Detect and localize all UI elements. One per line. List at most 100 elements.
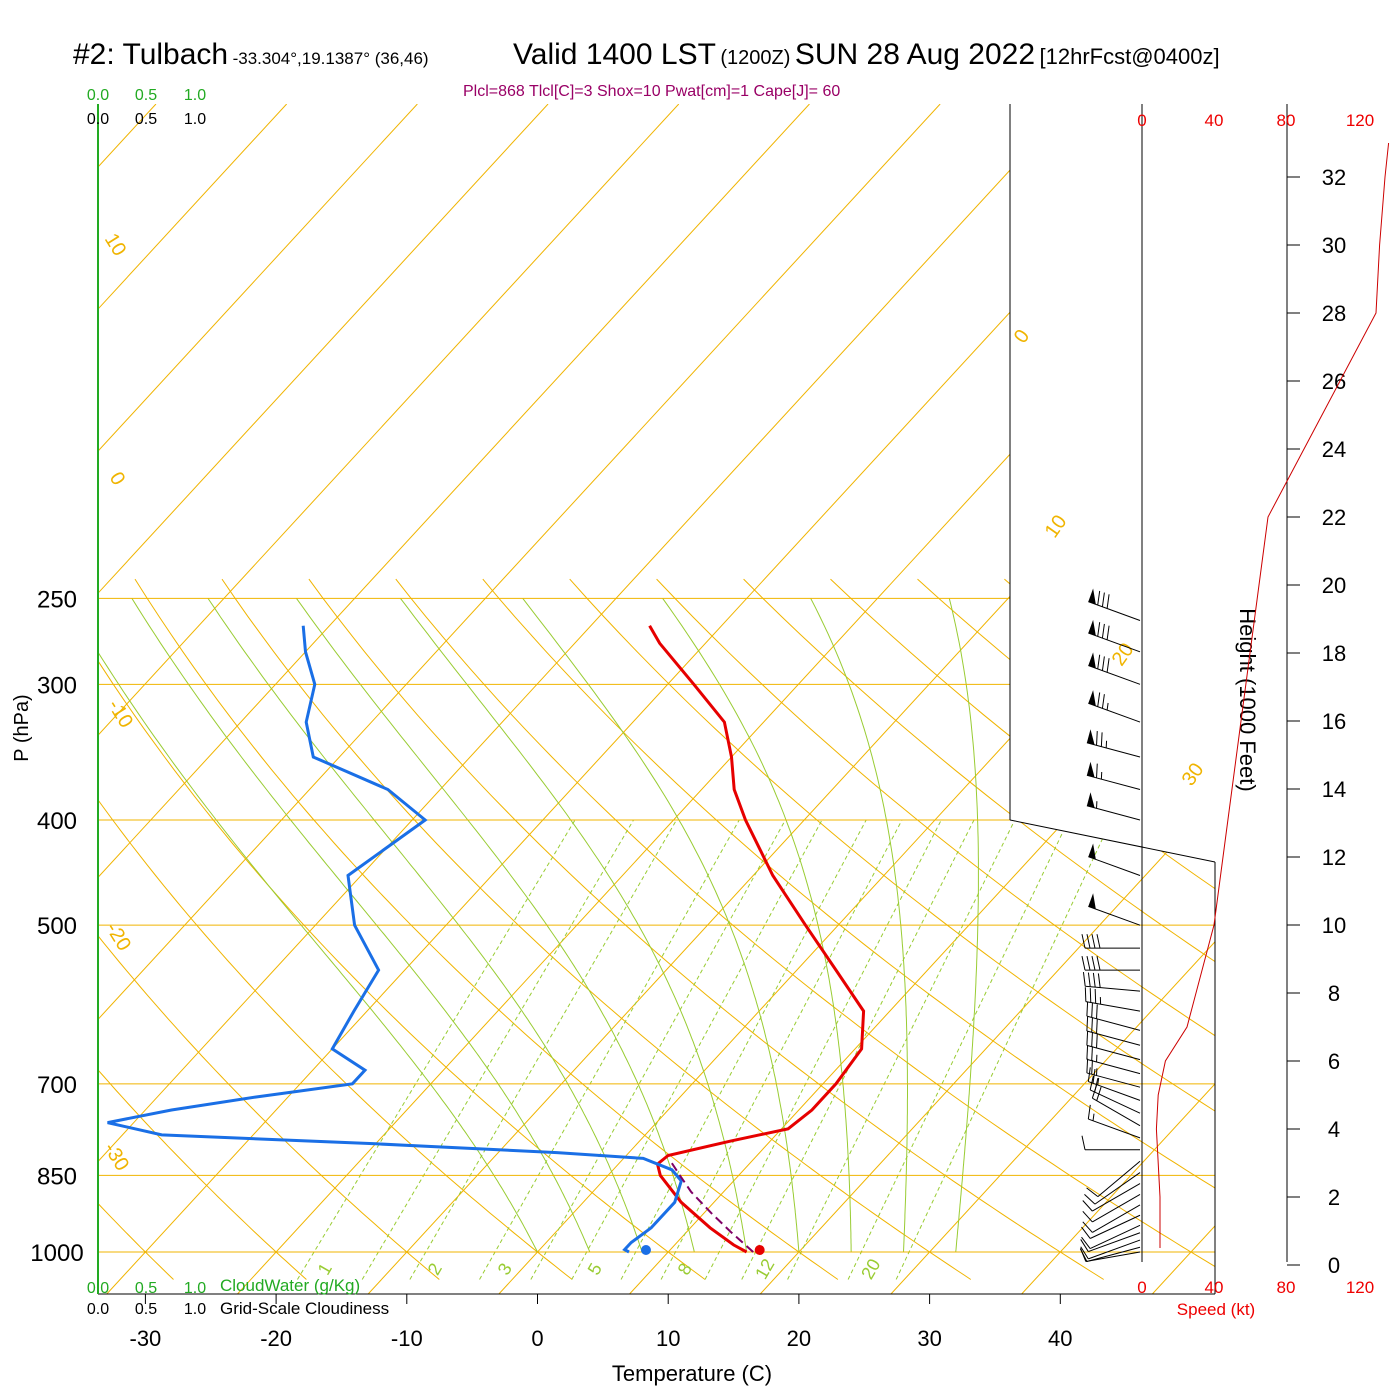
wind-barb-flag: [1086, 792, 1095, 808]
height-tick-label: 8: [1328, 981, 1340, 1006]
wind-barb-feather: [1079, 1248, 1088, 1262]
wind-barb-feather: [1091, 1003, 1093, 1018]
mixing-ratio-line: [297, 819, 576, 1280]
wind-barb-flag: [1088, 893, 1096, 910]
wind-barb-feather: [1091, 1059, 1093, 1075]
mixing-ratio-label: 8: [674, 1260, 696, 1279]
dry-adiabat: [98, 578, 307, 1280]
mixing-ratio-line: [409, 819, 677, 1280]
wind-barb-shaft: [1088, 1118, 1141, 1139]
wind-barb-feather: [1101, 656, 1105, 671]
temperature-tick-label: 20: [787, 1326, 811, 1351]
cloudwater-tick-top: 0.0: [87, 87, 109, 104]
utc-time: (1200Z): [720, 47, 791, 69]
wind-barb-feather: [1089, 988, 1092, 1003]
wind-barb-feather: [1092, 1069, 1096, 1084]
station-coords: -33.304°,19.1387° (36,46): [232, 49, 429, 68]
height-axis-title: Height (1000 Feet): [1235, 608, 1260, 791]
cloudiness-tick-top: 0.0: [87, 111, 109, 128]
wind-barb-flag: [1088, 619, 1096, 636]
wind-barb-shaft: [1085, 985, 1141, 992]
wind-barb-feather: [1081, 1135, 1086, 1150]
mixing-ratio-line: [895, 819, 1112, 1280]
temperature-tick-label: -10: [391, 1326, 423, 1351]
mixing-ratio-line: [571, 819, 823, 1280]
mixing-ratio-line: [704, 819, 942, 1280]
wind-barb-feather: [1091, 934, 1096, 949]
wind-barb-feather: [1096, 1004, 1098, 1019]
mixing-ratio-label: 2: [424, 1260, 446, 1279]
wind-barb-shaft: [1088, 905, 1141, 926]
wind-speed-line: [1155, 142, 1390, 1248]
temperature-tick-label: -30: [130, 1326, 162, 1351]
wind-barb-shaft: [1097, 1160, 1141, 1198]
wind-barb: [1081, 1224, 1141, 1250]
wind-barb-feather: [1092, 972, 1096, 988]
wind-barb-flag: [1086, 761, 1095, 778]
wind-barb-half: [1097, 1077, 1100, 1086]
wind-barb-feather: [1080, 1239, 1089, 1252]
moist-adiabat: [131, 598, 591, 1253]
isotherm-label: 30: [1178, 759, 1209, 790]
wind-barb: [1091, 1084, 1141, 1127]
height-tick-label: 18: [1322, 641, 1346, 666]
speed-tick-label-bottom: 40: [1205, 1278, 1224, 1297]
wind-barb: [1081, 1135, 1140, 1151]
isotherm-line: [98, 104, 680, 1294]
temperature-tick-label: 10: [656, 1326, 680, 1351]
temperature-tick-label: 40: [1048, 1326, 1072, 1351]
height-tick-label: 26: [1322, 369, 1346, 394]
dry-adiabat: [1177, 578, 1215, 1280]
cloudiness-tick-bottom: 1.0: [184, 1301, 206, 1318]
wind-barb: [1086, 1045, 1141, 1075]
wind-barb: [1088, 843, 1141, 876]
isotherm-line: [98, 104, 549, 1294]
wind-barb-shaft: [1092, 1204, 1141, 1233]
mixing-ratio-label: 20: [857, 1255, 884, 1282]
pressure-tick-label: 1000: [30, 1240, 83, 1267]
speed-tick-label-top: 80: [1277, 111, 1296, 130]
wind-barb-shaft: [1086, 1030, 1141, 1046]
height-tick-label: 0: [1328, 1253, 1340, 1278]
wind-barb-feather: [1086, 1031, 1089, 1046]
wind-barb: [1082, 972, 1141, 992]
height-tick-label: 2: [1328, 1185, 1340, 1210]
wind-barb-feather: [1082, 972, 1086, 987]
wind-barb-shaft: [1086, 1044, 1141, 1061]
wind-barb: [1086, 761, 1141, 791]
isotherm-label: 20: [1108, 639, 1139, 670]
wind-barb-feather: [1096, 956, 1101, 971]
wind-barb-shaft: [1088, 702, 1141, 723]
height-tick-label: 14: [1322, 777, 1346, 802]
dry-adiabat: [569, 578, 1215, 1280]
y-axis-label: P (hPa): [11, 694, 33, 761]
wind-barb-feather: [1091, 1046, 1093, 1061]
wind-barb-half: [1106, 702, 1109, 711]
wind-barb-feather: [1096, 731, 1098, 746]
cloudwater-tick-top: 0.5: [135, 87, 157, 104]
wind-barb-feather: [1101, 592, 1105, 607]
wind-barb-feather: [1086, 1187, 1099, 1198]
wind-barb-feather: [1094, 1078, 1099, 1093]
wind-barb: [1084, 1172, 1141, 1205]
height-tick-label: 28: [1322, 301, 1346, 326]
wind-barb-shaft: [1088, 856, 1141, 876]
height-tick-label: 24: [1322, 437, 1346, 462]
isotherm-line: [1151, 104, 1215, 1294]
wind-barb: [1086, 1016, 1141, 1046]
wind-barb: [1080, 1239, 1141, 1260]
station-title: #2: Tulbach: [73, 38, 229, 71]
wind-barb-shaft: [1088, 601, 1141, 621]
wind-barb-feather: [1097, 973, 1101, 988]
wind-barb-feather: [1082, 1200, 1093, 1212]
isotherm-label: -30: [99, 1139, 133, 1175]
dewpoint-line: [107, 625, 683, 1254]
sounding-params: Plcl=868 Tlcl[C]=3 Shox=10 Pwat[cm]=1 Ca…: [463, 83, 841, 100]
surface-temperature-marker: [754, 1245, 765, 1255]
dry-adiabat: [98, 578, 440, 1280]
pressure-tick-label: 400: [37, 808, 77, 835]
wind-barb-feather: [1086, 934, 1091, 949]
moist-adiabats: [98, 598, 979, 1253]
mixing-ratio-lines: [297, 819, 1112, 1280]
